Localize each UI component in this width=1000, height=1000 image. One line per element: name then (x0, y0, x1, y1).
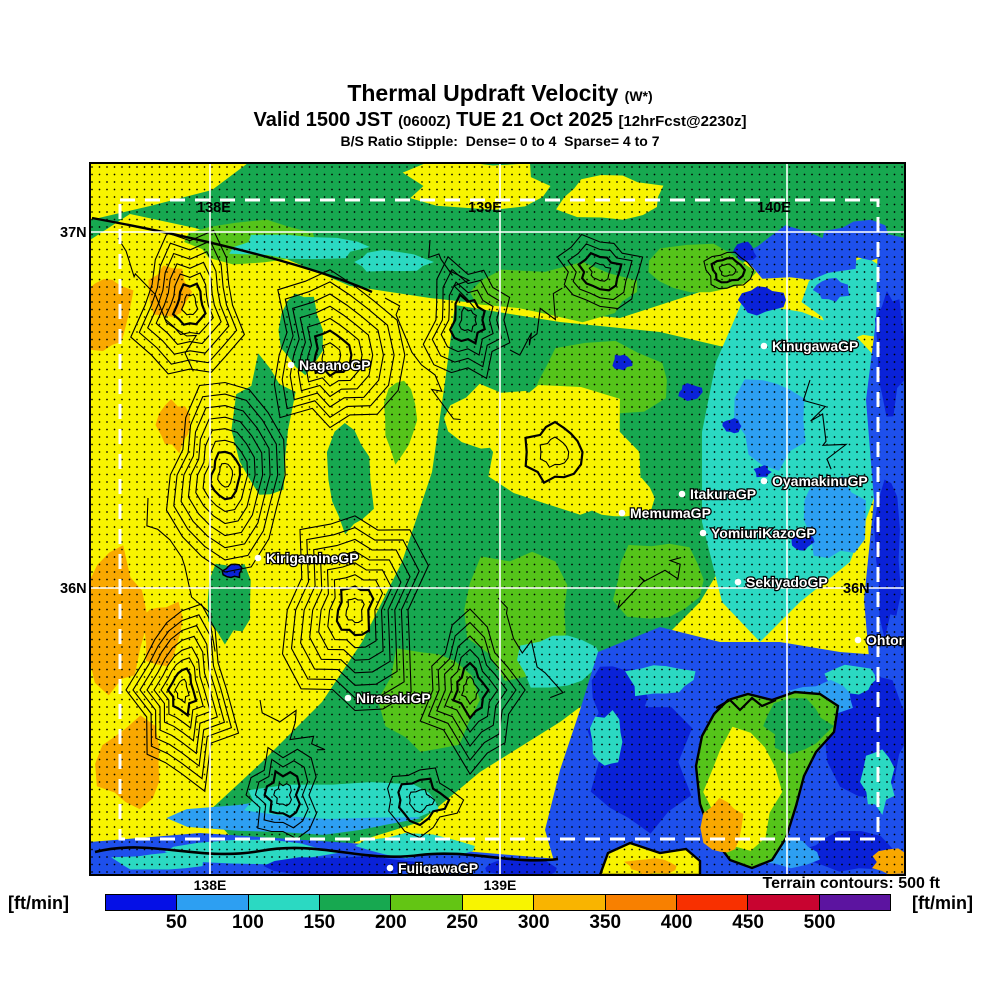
station-marker (618, 509, 626, 517)
colorbar-segment (106, 895, 178, 910)
station-marker (254, 554, 262, 562)
valid-date: TUE 21 Oct 2025 (456, 109, 613, 131)
colorbar-segment (462, 895, 535, 910)
station-label: ItakuraGP (690, 486, 756, 502)
unit-left: [ft/min] (8, 893, 69, 913)
station-label: FujigawaGP (398, 860, 478, 876)
station-label: KirigamineGP (266, 550, 359, 566)
forecast-tag: [12hrFcst@2230z] (618, 113, 747, 130)
colorbar-segment (320, 895, 392, 910)
valid-time: Valid 1500 JST (253, 109, 393, 131)
colorbar-segment (248, 895, 321, 910)
station-label: OyamakinuGP (772, 473, 868, 489)
unit-right: [ft/min] (912, 893, 973, 913)
title-line: Thermal Updraft Velocity (W*) (0, 80, 1000, 109)
terrain-contour-note: Terrain contours: 500 ft (762, 875, 940, 892)
colorbar-tick: 150 (303, 912, 336, 933)
header: Thermal Updraft Velocity (W*) Valid 1500… (0, 80, 1000, 150)
colorbar-tick: 400 (660, 912, 693, 933)
colorbar-tick: 100 (232, 912, 264, 933)
grid-label: 36N (843, 581, 870, 597)
colorbar-segment (819, 895, 890, 910)
title-suffix: (W*) (624, 88, 653, 104)
colorbar-tick: 300 (517, 912, 550, 933)
station-marker (734, 578, 742, 586)
station-label: NirasakiGP (356, 690, 431, 706)
station-marker (344, 694, 352, 702)
colorbar-tick: 200 (374, 912, 407, 933)
colorbar-tick: 500 (803, 912, 836, 933)
station-marker (386, 864, 394, 872)
colorbar-segment (676, 895, 749, 910)
valid-zulu: (0600Z) (398, 113, 451, 130)
station-label: MemumaGP (630, 505, 711, 521)
station-marker (854, 636, 862, 644)
colorbar-segment (534, 895, 606, 910)
station-label: OhtoneGP (866, 632, 935, 648)
colorbar-segment (605, 895, 677, 910)
colorbar-segment (177, 895, 249, 910)
station-marker (760, 342, 768, 350)
station-label: SekiyadoGP (746, 574, 828, 590)
grid-label: 37N (60, 225, 87, 241)
axis-label: 138E (193, 877, 227, 893)
colorbar-tick: 450 (732, 912, 764, 933)
colorbar-tick: 250 (446, 912, 479, 933)
station-marker (699, 529, 707, 537)
station-marker (760, 477, 768, 485)
colorbar-tick: 350 (589, 912, 622, 933)
station-marker (678, 490, 686, 498)
station-marker (287, 361, 295, 369)
station-label: NaganoGP (299, 357, 371, 373)
page-title: Thermal Updraft Velocity (347, 80, 619, 106)
colorbar-segment (391, 895, 463, 910)
grid-label: 139E (468, 200, 502, 216)
grid-label: 36N (60, 581, 87, 597)
station-label: KinugawaGP (772, 338, 858, 354)
colorbar (105, 894, 891, 911)
grid-label: 140E (757, 200, 791, 216)
stipple-note: B/S Ratio Stipple: Dense= 0 to 4 Sparse=… (340, 133, 660, 149)
grid-label: 138E (197, 200, 231, 216)
station-label: YomiuriKazoGP (711, 525, 816, 541)
axis-label: 139E (483, 877, 517, 893)
colorbar-segment (748, 895, 820, 910)
colorbar-tick: 50 (165, 912, 188, 933)
valid-line: Valid 1500 JST (0600Z) TUE 21 Oct 2025 [… (0, 109, 1000, 133)
